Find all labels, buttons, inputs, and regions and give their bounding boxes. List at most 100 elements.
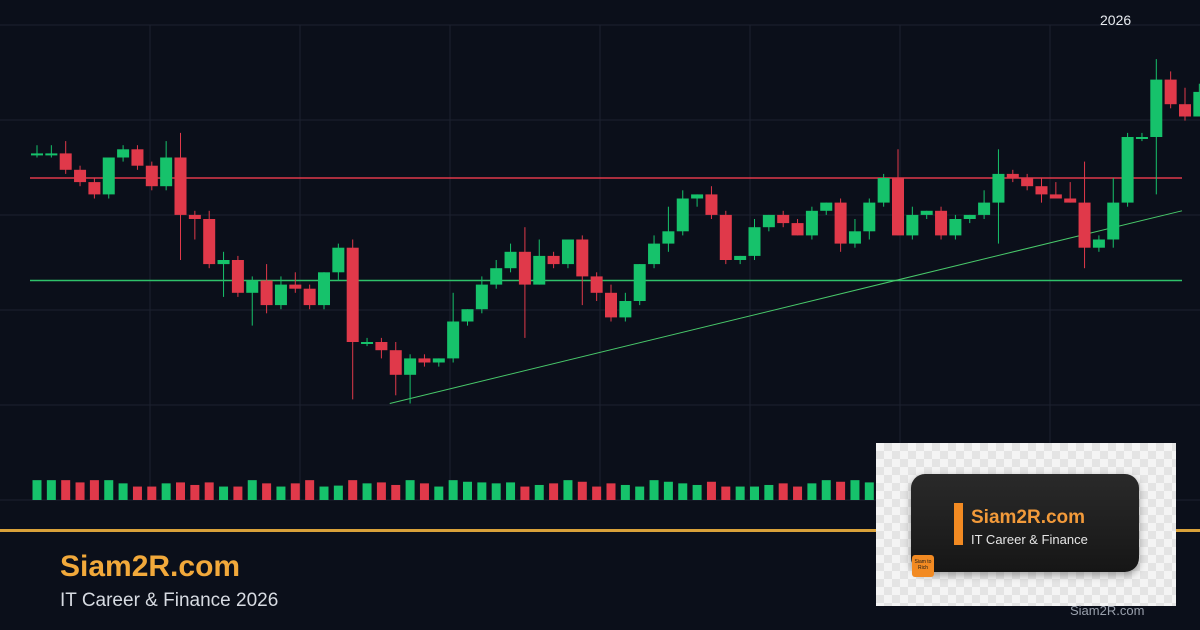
candle-body	[561, 239, 574, 265]
candle-body	[318, 272, 330, 306]
candle	[1064, 182, 1077, 203]
candle-body	[590, 276, 603, 293]
candle-body	[375, 342, 388, 351]
candle	[45, 145, 58, 158]
candle-body	[160, 157, 173, 187]
volume-bar	[233, 486, 243, 500]
volume-bar	[362, 483, 372, 500]
candle	[877, 173, 890, 207]
candle-body	[1121, 137, 1134, 203]
volume-bar	[506, 482, 516, 500]
candle-body	[1135, 137, 1148, 139]
candle-body	[935, 210, 948, 236]
brand-subtitle: IT Career & Finance 2026	[60, 590, 279, 611]
volume-bar	[419, 483, 429, 500]
candle	[648, 235, 661, 269]
volume-bar	[563, 480, 573, 500]
candle	[361, 337, 374, 347]
candle	[375, 337, 388, 359]
volume-bar	[190, 484, 200, 500]
candle	[1150, 59, 1163, 195]
candle-body	[1092, 239, 1105, 248]
volume-bar	[577, 481, 587, 500]
candle	[906, 206, 919, 240]
candle-body	[490, 268, 503, 285]
candle-body	[1064, 198, 1077, 203]
candle-body	[734, 255, 747, 260]
watermark: Siam2R.com	[1070, 603, 1145, 618]
candle	[705, 186, 718, 219]
candle-body	[1049, 194, 1062, 199]
candle-body	[260, 280, 273, 306]
volume-bar	[692, 484, 702, 500]
candle	[1193, 83, 1200, 117]
candle	[145, 161, 158, 191]
volume-bar	[405, 480, 415, 500]
candle	[131, 145, 144, 170]
volume-bar	[448, 480, 458, 500]
candle-body	[547, 255, 560, 265]
candle-body	[762, 214, 775, 228]
candle	[605, 284, 617, 322]
volume-bar	[434, 486, 444, 500]
candle-body	[1193, 91, 1200, 117]
volume-bar	[89, 480, 99, 500]
candle	[231, 255, 244, 297]
candle	[533, 239, 546, 285]
volume-bar	[247, 480, 257, 500]
candle-body	[131, 149, 144, 166]
volume-bar	[161, 483, 171, 500]
candle-body	[676, 198, 689, 232]
candle	[260, 264, 273, 314]
candle	[1135, 132, 1148, 142]
candle-body	[1107, 202, 1120, 240]
candle-body	[877, 178, 890, 203]
candle	[174, 132, 187, 260]
volume-bar	[750, 486, 759, 500]
candle	[1121, 132, 1134, 207]
volume-bar	[764, 484, 774, 500]
candle	[1006, 169, 1019, 183]
candle-body	[1035, 186, 1048, 195]
volume-bar	[821, 480, 831, 500]
volume-bar	[836, 481, 846, 500]
siam-to-rich-badge: Siam to Rich	[912, 555, 934, 577]
candle	[447, 292, 460, 363]
candle-body	[863, 202, 876, 232]
candle-body	[404, 358, 417, 375]
candle-body	[59, 153, 72, 170]
candle-body	[188, 214, 201, 219]
chart-grid	[0, 24, 1200, 501]
volume-bar	[204, 482, 214, 500]
candle	[1092, 235, 1105, 252]
candle	[274, 276, 287, 310]
volume-bar	[276, 486, 286, 500]
candle	[102, 157, 115, 199]
candle-body	[518, 251, 531, 285]
candle	[160, 141, 173, 191]
candle-body	[74, 169, 87, 183]
logo-accent-bar	[954, 503, 963, 545]
candle-body	[791, 223, 804, 236]
candle-body	[719, 214, 732, 260]
brand-title: Siam2R.com	[60, 550, 241, 583]
candle-body	[1021, 178, 1034, 187]
candle	[203, 210, 216, 269]
candle-body	[705, 194, 718, 215]
candle-body	[906, 214, 919, 236]
candle	[791, 219, 804, 236]
volume-bar	[807, 483, 817, 500]
candle	[748, 219, 761, 260]
volume-bar	[290, 483, 300, 500]
volume-bar	[176, 482, 185, 500]
volume-bar	[635, 486, 645, 500]
candle-body	[576, 239, 589, 277]
candle	[475, 276, 488, 314]
volume-bar	[735, 486, 745, 500]
candle-body	[31, 153, 43, 156]
candle	[777, 210, 790, 228]
candle-body	[820, 202, 833, 211]
candle	[518, 227, 531, 338]
candle	[246, 276, 259, 326]
candle	[59, 141, 72, 174]
